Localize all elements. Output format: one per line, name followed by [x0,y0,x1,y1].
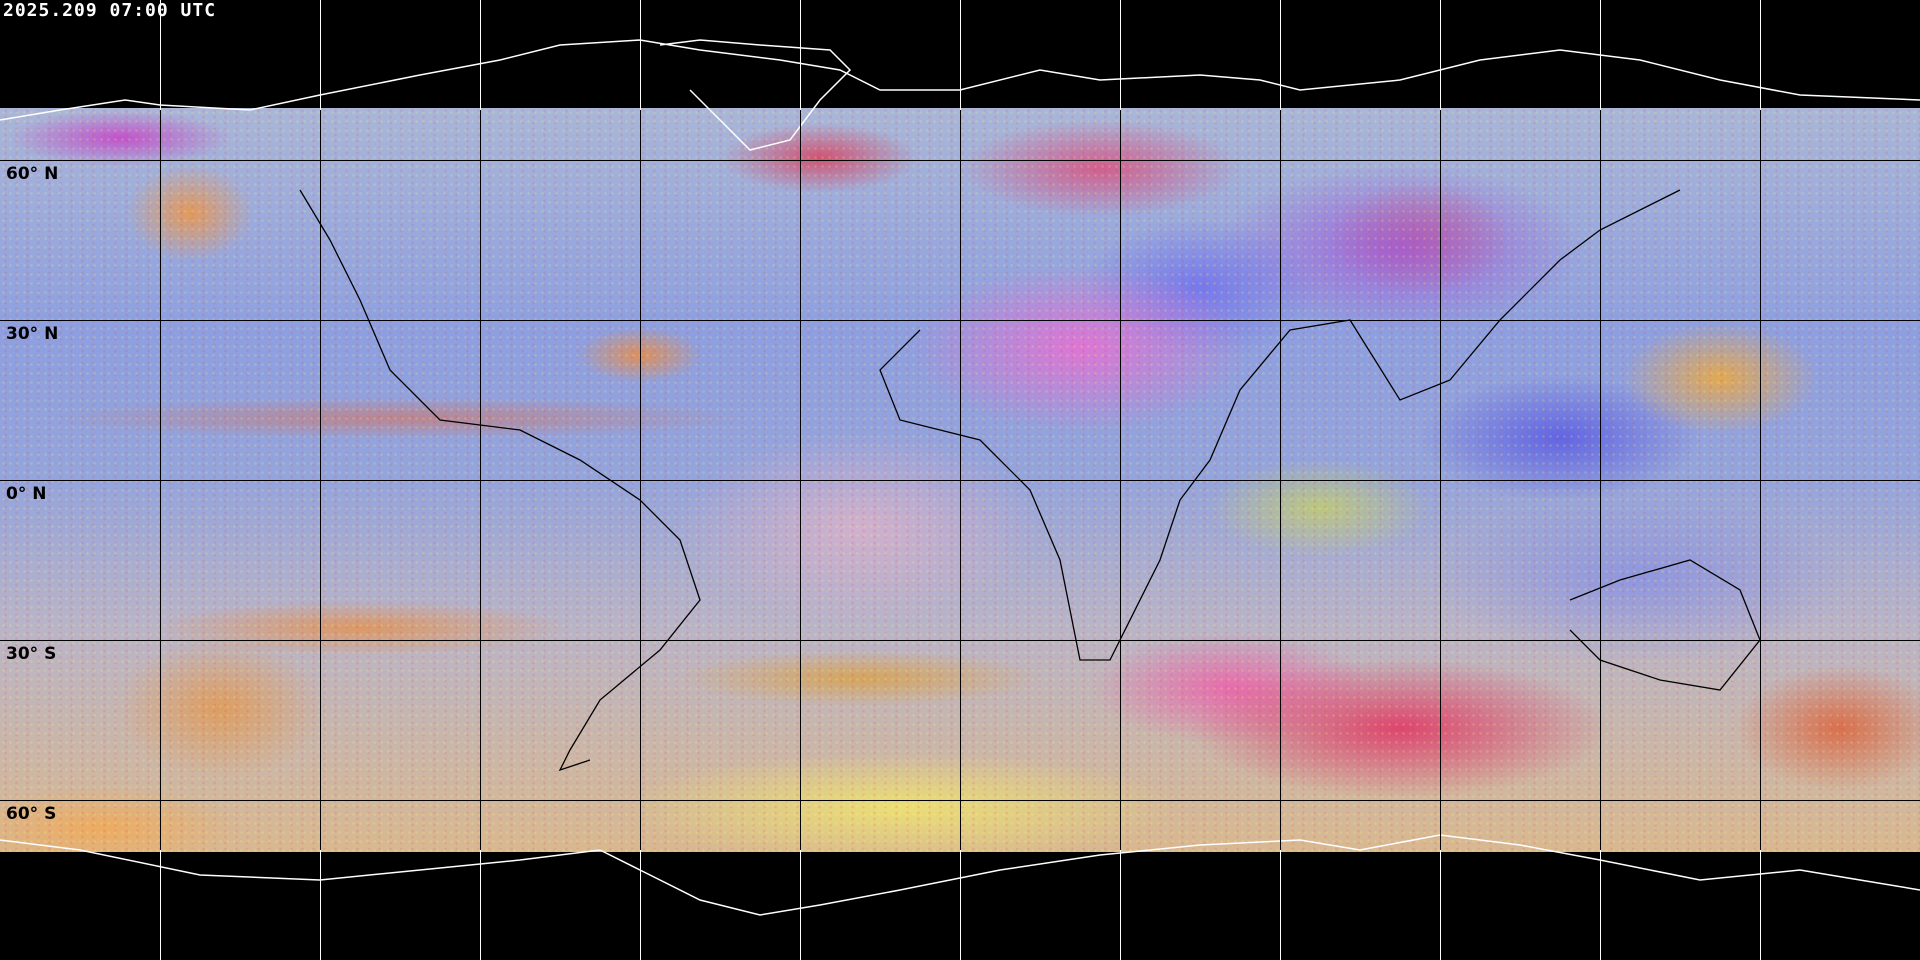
latitude-line [0,160,1920,161]
arctic-coastline [0,39,1920,121]
latitude-line [0,800,1920,801]
latitude-line [0,320,1920,321]
timestamp-label: 2025.209 07:00 UTC [3,0,217,21]
latitude-line [0,480,1920,481]
antarctic-coastline [0,834,1920,916]
latitude-label: 0° N [6,484,47,504]
australia-coastline [1569,559,1761,691]
latitude-label: 60° S [6,804,57,824]
latitude-line [0,640,1920,641]
latitude-label: 60° N [6,164,59,184]
greenland-coastline [659,39,852,151]
latitude-label: 30° N [6,324,59,344]
latitude-label: 30° S [6,644,57,664]
